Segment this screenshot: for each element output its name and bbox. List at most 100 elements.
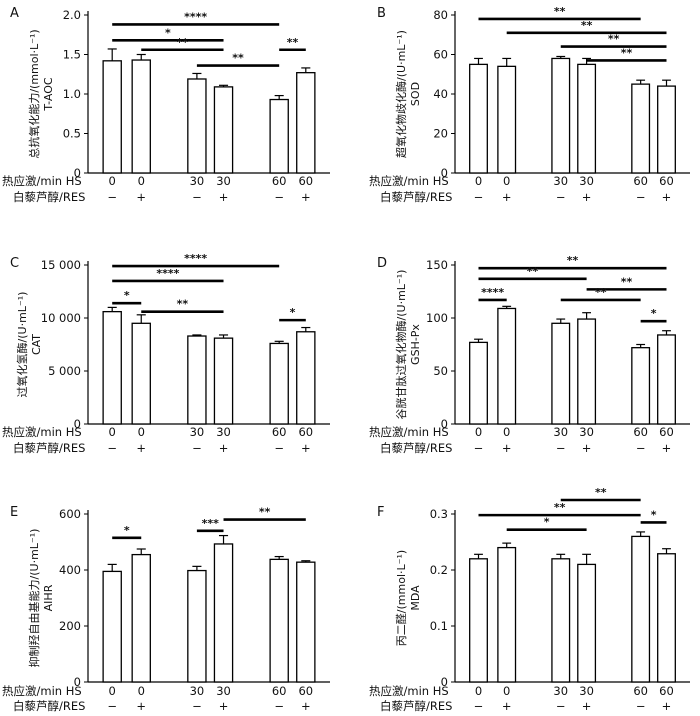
x-tick-label-res: + (502, 441, 512, 455)
x-tick-label-hs: 0 (109, 425, 116, 439)
y-tick-label: 15 000 (41, 258, 81, 272)
bar (213, 543, 234, 683)
x-tick-label-hs: 30 (579, 425, 594, 439)
x-tick-label-hs: 30 (190, 425, 205, 439)
x-tick-label-res: + (582, 190, 592, 204)
y-axis-title: 谷胱甘肽过氧化物酶/(U·mL⁻¹) (394, 270, 408, 420)
y-tick-label: 0 (74, 675, 81, 689)
x-tick-label-res: − (192, 441, 202, 455)
row-label-hs: 热应激/min HS (369, 425, 449, 439)
significance-label: *** (202, 517, 220, 530)
x-tick-label-hs: 30 (190, 684, 205, 698)
x-tick-label-res: − (107, 699, 117, 713)
bar (187, 78, 207, 174)
significance-label: ** (259, 506, 271, 519)
bar (213, 337, 234, 425)
bar (296, 72, 316, 174)
y-tick-label: 60 (433, 48, 448, 62)
y-tick-label: 50 (433, 364, 448, 378)
x-tick-label-hs: 0 (109, 684, 116, 698)
bar (269, 342, 289, 425)
x-tick-label-hs: 0 (475, 174, 482, 188)
x-tick-label-hs: 30 (216, 425, 231, 439)
y-tick-label: 0.1 (430, 619, 448, 633)
bar (469, 341, 488, 425)
y-tick-label: 0.3 (430, 507, 448, 521)
bar (577, 318, 597, 425)
bar (551, 558, 571, 683)
y-tick-label: 0 (441, 166, 448, 180)
x-tick-label-hs: 0 (138, 174, 145, 188)
x-tick-label-res: + (662, 699, 672, 713)
x-tick-label-hs: 0 (503, 174, 510, 188)
bar (577, 63, 597, 174)
bar (657, 553, 676, 683)
x-tick-label-hs: 0 (475, 425, 482, 439)
significance-label: **** (184, 10, 207, 23)
y-tick-label: 0.2 (430, 563, 448, 577)
y-tick-label: 0 (441, 675, 448, 689)
panel-label: E (10, 505, 18, 520)
x-tick-label-hs: 0 (475, 684, 482, 698)
y-tick-label: 0 (74, 166, 81, 180)
x-tick-label-hs: 60 (298, 425, 313, 439)
x-tick-label-hs: 30 (579, 684, 594, 698)
y-tick-label: 5 000 (48, 364, 81, 378)
y-axis-subtitle: MDA (409, 585, 422, 611)
x-tick-label-hs: 30 (579, 174, 594, 188)
significance-label: ** (232, 52, 244, 65)
y-tick-label: 10 000 (41, 311, 81, 325)
significance-label: **** (184, 252, 207, 265)
y-tick-label: 2.0 (63, 8, 81, 22)
y-tick-label: 600 (59, 507, 81, 521)
bar (631, 347, 651, 425)
significance-label: ** (554, 5, 566, 18)
x-tick-label-res: + (136, 190, 146, 204)
x-tick-label-hs: 60 (633, 684, 648, 698)
x-tick-label-res: − (474, 441, 484, 455)
significance-label: **** (481, 286, 504, 299)
bar (131, 322, 151, 425)
x-tick-label-res: − (274, 190, 284, 204)
row-label-res: 白藜芦醇/RES (380, 699, 452, 713)
x-tick-label-res: + (301, 699, 311, 713)
x-tick-label-res: − (556, 699, 566, 713)
significance-label: **** (156, 267, 179, 280)
significance-label: ** (287, 36, 299, 49)
bar (657, 85, 676, 174)
y-axis-subtitle: T-AOC (42, 77, 55, 111)
x-tick-label-res: − (107, 441, 117, 455)
bar (497, 546, 517, 683)
x-tick-label-res: − (274, 699, 284, 713)
x-tick-label-res: + (662, 190, 672, 204)
x-tick-label-res: − (636, 441, 646, 455)
panel-label: A (10, 6, 19, 21)
significance-label: * (651, 307, 657, 320)
x-tick-label-hs: 60 (633, 425, 648, 439)
x-tick-label-res: − (556, 441, 566, 455)
significance-label: ** (527, 265, 539, 278)
bar (269, 558, 289, 683)
y-tick-label: 0.5 (63, 127, 81, 141)
significance-label: * (124, 524, 130, 537)
row-label-hs: 热应激/min HS (2, 425, 82, 439)
x-tick-label-hs: 60 (659, 425, 674, 439)
bar (102, 60, 122, 174)
x-tick-label-hs: 30 (553, 684, 568, 698)
x-tick-label-hs: 60 (659, 174, 674, 188)
significance-label: ** (567, 254, 579, 267)
y-axis-subtitle: AIHR (42, 584, 55, 611)
y-axis-subtitle: SOD (409, 82, 422, 106)
bar (213, 86, 234, 174)
panel-label: F (377, 505, 384, 520)
row-label-res: 白藜芦醇/RES (13, 699, 85, 713)
x-tick-label-hs: 60 (272, 425, 287, 439)
y-axis-title: 总抗氧化能力/(mmol·L⁻¹) (27, 29, 41, 158)
row-label-res: 白藜芦醇/RES (13, 441, 85, 455)
y-axis-title: 抑制羟自由基能力/(U·mL⁻¹) (27, 529, 41, 668)
x-tick-label-res: + (219, 441, 229, 455)
